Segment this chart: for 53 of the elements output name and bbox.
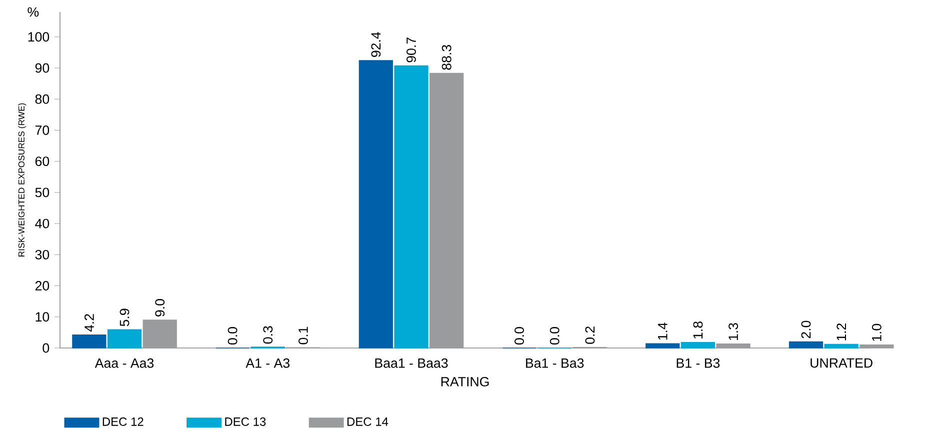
bar [824, 344, 858, 348]
legend-label: DEC 13 [225, 417, 266, 426]
data-label: 88.3 [442, 44, 452, 70]
data-label: 1.8 [693, 322, 703, 338]
y-tick-label: 80 [35, 94, 50, 104]
bar [72, 334, 106, 348]
y-tick-label: 20 [35, 281, 50, 290]
y-axis-title: RISK-WEIGHTED EXPOSURES (RWE) [18, 103, 26, 256]
y-tick-label: 90 [35, 63, 50, 73]
data-label: 1.0 [872, 324, 882, 341]
bar [860, 344, 894, 348]
y-tick-label: 50 [35, 188, 50, 198]
data-label: 0.3 [263, 326, 273, 344]
data-label: 0.1 [298, 326, 308, 344]
bar [716, 344, 750, 348]
x-tick-label: A1 - A3 [246, 358, 290, 368]
y-tick-label: 40 [35, 218, 50, 228]
y-tick-label: 30 [35, 250, 50, 260]
bar [646, 343, 680, 348]
bar [394, 65, 428, 348]
y-tick-label: 10 [36, 312, 50, 322]
bar [107, 329, 142, 348]
y-tick-label: 60 [35, 156, 50, 166]
x-tick-label: UNRATED [810, 358, 872, 368]
x-tick-label: Aaa - Aa3 [94, 358, 154, 368]
data-label: 1.3 [728, 323, 738, 340]
data-label: 1.4 [658, 322, 668, 340]
bar [680, 342, 716, 348]
data-label: 1.2 [836, 323, 846, 340]
y-tick-label: 0 [42, 343, 50, 353]
x-tick-label: B1 - B3 [676, 358, 720, 368]
bar [430, 72, 464, 348]
data-label: 0.2 [585, 326, 595, 344]
y-tick-label: 100 [28, 32, 50, 42]
bar [358, 60, 393, 348]
data-label: 0.0 [514, 327, 524, 345]
data-label: 9.0 [155, 299, 165, 316]
legend-label: DEC 12 [102, 417, 144, 426]
data-label: 0.0 [550, 327, 560, 345]
y-tick-label: 70 [35, 126, 50, 135]
data-label: 5.9 [120, 308, 130, 326]
data-label: 0.0 [228, 327, 238, 345]
data-label: 92.4 [371, 32, 381, 57]
x-tick-label: Baa1 - Baa3 [375, 358, 448, 368]
bar [142, 320, 177, 348]
text: % [28, 7, 39, 17]
data-label: 2.0 [801, 320, 811, 338]
x-axis-title: RATING [441, 377, 489, 386]
bar [788, 341, 824, 348]
legend-label: DEC 14 [347, 417, 388, 426]
data-label: 4.2 [84, 314, 94, 332]
x-tick-label: Ba1 - Ba3 [526, 358, 584, 368]
data-label: 90.7 [406, 38, 416, 62]
